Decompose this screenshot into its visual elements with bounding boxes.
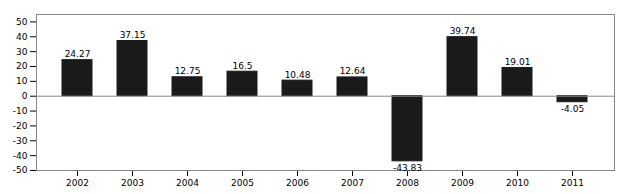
svg-text:30: 30 bbox=[16, 47, 28, 57]
svg-text:12.75: 12.75 bbox=[175, 66, 201, 76]
svg-text:16.5: 16.5 bbox=[232, 61, 252, 71]
svg-text:24.27: 24.27 bbox=[65, 49, 91, 59]
svg-text:-20: -20 bbox=[13, 121, 28, 131]
svg-text:2010: 2010 bbox=[506, 178, 529, 188]
svg-text:2008: 2008 bbox=[396, 178, 419, 188]
svg-text:-4.05: -4.05 bbox=[561, 104, 584, 114]
svg-text:37.15: 37.15 bbox=[120, 30, 146, 40]
svg-text:2006: 2006 bbox=[286, 178, 309, 188]
svg-text:20: 20 bbox=[16, 61, 28, 71]
svg-text:-50: -50 bbox=[13, 165, 28, 175]
svg-text:19.01: 19.01 bbox=[505, 57, 531, 67]
svg-text:2004: 2004 bbox=[176, 178, 199, 188]
svg-text:50: 50 bbox=[16, 17, 28, 27]
svg-text:2007: 2007 bbox=[341, 178, 364, 188]
svg-text:10: 10 bbox=[16, 76, 28, 86]
svg-text:-30: -30 bbox=[13, 136, 28, 146]
svg-text:-10: -10 bbox=[13, 106, 28, 116]
svg-text:-43.83: -43.83 bbox=[393, 163, 422, 173]
svg-text:-40: -40 bbox=[13, 151, 28, 161]
svg-text:0: 0 bbox=[22, 91, 28, 101]
svg-text:2011: 2011 bbox=[561, 178, 584, 188]
svg-text:12.64: 12.64 bbox=[340, 66, 366, 76]
svg-text:2002: 2002 bbox=[66, 178, 89, 188]
svg-text:10.48: 10.48 bbox=[285, 70, 311, 80]
svg-text:2009: 2009 bbox=[451, 178, 474, 188]
svg-text:40: 40 bbox=[16, 32, 28, 42]
svg-text:2005: 2005 bbox=[231, 178, 254, 188]
svg-text:2003: 2003 bbox=[121, 178, 144, 188]
svg-text:39.74: 39.74 bbox=[450, 26, 476, 36]
